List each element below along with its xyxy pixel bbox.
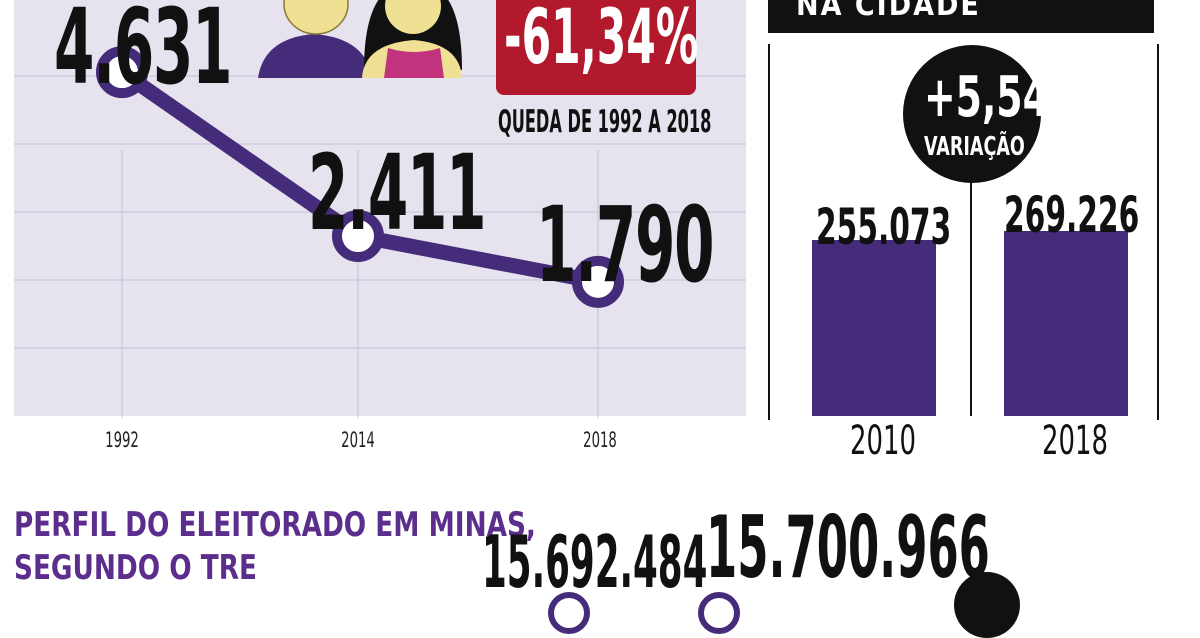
minas-value-2: 15.700.966 <box>706 498 990 598</box>
city-chart-left-border <box>768 44 770 420</box>
voters-illustration <box>258 0 462 78</box>
minas-marker-1 <box>548 592 590 634</box>
city-chart-divider <box>970 150 972 416</box>
percent-change-caption: QUEDA DE 1992 A 2018 <box>498 104 712 140</box>
tick-label-2018: 2018 <box>583 428 617 452</box>
data-point-2018 <box>572 255 624 308</box>
variation-badge <box>903 45 1041 183</box>
bar-label-2018: 269.226 <box>1004 186 1140 244</box>
city-chart-header <box>768 0 1154 33</box>
bar-2010 <box>812 240 936 416</box>
category-label-2010: 2010 <box>850 418 916 464</box>
minas-marker-2 <box>698 592 740 634</box>
bar-2018 <box>1004 230 1128 416</box>
data-label-1992: 4.631 <box>54 0 233 108</box>
city-chart-right-border <box>1157 44 1159 420</box>
data-label-2018: 1.790 <box>536 184 715 306</box>
perfil-title-line1: PERFIL DO ELEITORADO EM MINAS, <box>14 505 536 545</box>
line-chart <box>14 46 746 418</box>
percent-change-value: -61,34% <box>504 0 699 81</box>
data-point-2014 <box>332 210 384 263</box>
bar-label-2010: 255.073 <box>816 198 952 256</box>
perfil-title-line2: SEGUNDO O TRE <box>14 548 257 588</box>
variation-value: +5,54 <box>924 65 1049 130</box>
category-label-2018: 2018 <box>1042 418 1108 464</box>
tick-label-2014: 2014 <box>341 428 375 452</box>
tick-label-1992: 1992 <box>105 428 139 452</box>
minas-value-1: 15.692.484 <box>482 520 708 604</box>
variation-caption: VARIAÇÃO <box>924 132 1025 162</box>
minas-badge <box>954 572 1020 638</box>
percent-change-box <box>496 0 696 95</box>
data-label-2014: 2.411 <box>308 132 487 254</box>
data-point-1992 <box>96 46 148 99</box>
city-chart-title: NA CIDADE <box>796 0 981 23</box>
